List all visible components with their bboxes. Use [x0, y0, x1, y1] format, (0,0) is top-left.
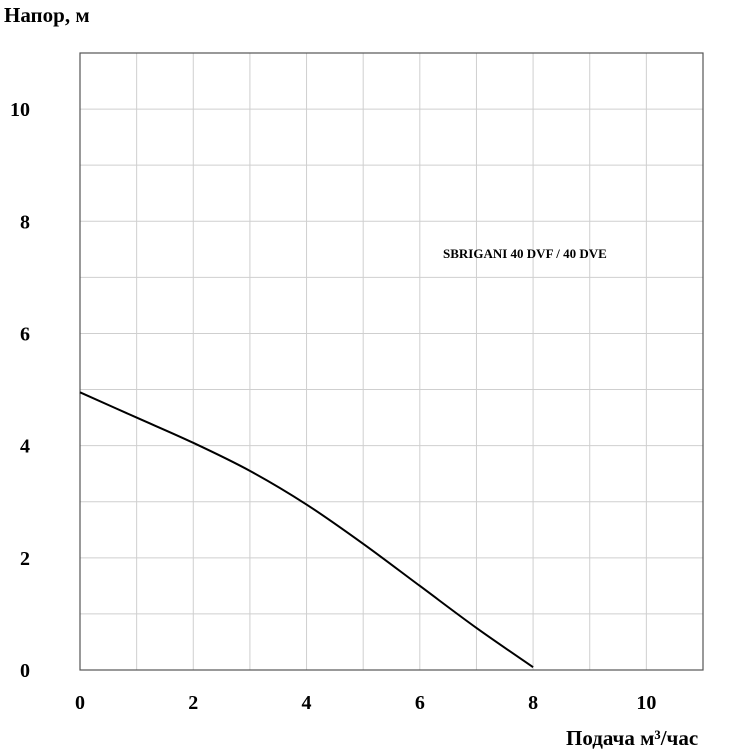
series: [79, 391, 534, 669]
y-tick-label: 8: [20, 211, 30, 233]
x-tick-label: 2: [188, 692, 198, 714]
grid: [79, 52, 704, 671]
y-tick-label: 2: [20, 548, 30, 570]
plot-frame: [79, 52, 704, 671]
y-tick-label: 10: [10, 99, 30, 121]
y-tick-label: 4: [20, 436, 30, 458]
x-tick-label: 10: [636, 692, 656, 714]
y-tick-label: 0: [20, 660, 30, 682]
series-line: [79, 391, 534, 669]
y-tick-label: 6: [20, 323, 30, 345]
tick-labels: 0 2 4 6 8 10 0 2 4 6 8 10: [10, 99, 656, 714]
x-tick-label: 4: [302, 692, 312, 714]
y-axis-title: Напор, м: [4, 3, 90, 27]
x-tick-label: 8: [528, 692, 538, 714]
x-tick-label: 0: [75, 692, 85, 714]
series-label: SBRIGANI 40 DVF / 40 DVE: [443, 246, 607, 261]
x-tick-label: 6: [415, 692, 425, 714]
x-axis-title: Подача м³/час: [566, 726, 698, 750]
